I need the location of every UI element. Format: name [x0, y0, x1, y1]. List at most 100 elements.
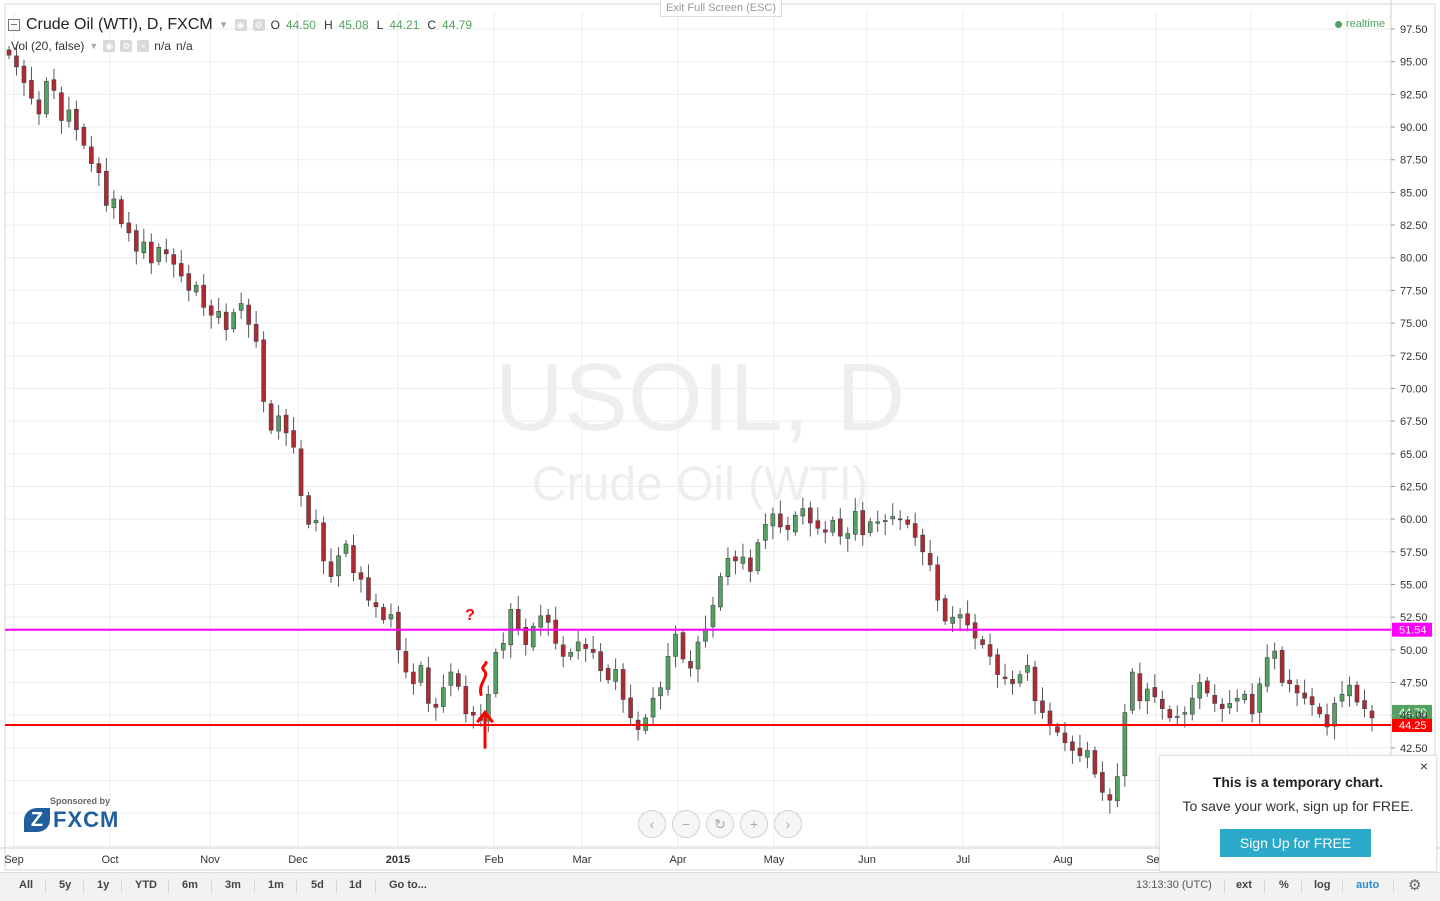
candle [1152, 687, 1158, 698]
candle [471, 711, 476, 716]
scroll-right-button[interactable]: › [774, 810, 802, 838]
candle [66, 109, 72, 122]
range-6m-button[interactable]: 6m [182, 879, 198, 891]
ext-button[interactable]: ext [1236, 879, 1252, 891]
low-value: 44.21 [389, 18, 420, 32]
candle [553, 619, 558, 644]
candle [1257, 683, 1262, 713]
candle [1077, 747, 1083, 756]
zoom-in-button[interactable]: + [740, 810, 768, 838]
close-icon[interactable]: × [137, 40, 150, 52]
candle [493, 652, 499, 694]
candle [59, 92, 64, 121]
candle [545, 614, 551, 623]
eye-icon[interactable]: ◉ [234, 19, 247, 31]
gear-icon[interactable]: ⚙ [120, 40, 133, 52]
range-1d-button[interactable]: 1d [349, 879, 362, 891]
candle [718, 576, 723, 608]
candle [448, 671, 454, 686]
percent-button[interactable]: % [1279, 879, 1289, 891]
candle [74, 108, 79, 130]
low-key: L [376, 18, 384, 32]
temporary-chart-popup: × This is a temporary chart. To save you… [1159, 755, 1437, 872]
candle [426, 667, 431, 704]
candle [1167, 709, 1173, 719]
y-axis-label: 45.00 [1400, 710, 1428, 722]
candle [860, 510, 866, 536]
zoom-out-button[interactable]: − [672, 810, 700, 838]
candle [456, 673, 461, 687]
goto-button[interactable]: Go to... [389, 879, 427, 891]
candle [995, 654, 1000, 675]
chevron-down-icon[interactable]: ▼ [218, 19, 229, 31]
candle [403, 651, 409, 673]
range-all-button[interactable]: All [19, 879, 34, 891]
candle [1100, 772, 1105, 793]
candle [29, 79, 34, 99]
symbol-title[interactable]: Crude Oil (WTI), D, FXCM [26, 16, 213, 33]
close-icon[interactable]: × [1419, 758, 1428, 774]
sponsor-logo[interactable]: Sponsored by Z FXCM [24, 796, 119, 833]
reset-button[interactable]: ↻ [706, 810, 734, 838]
range-5y-button[interactable]: 5y [59, 879, 72, 891]
candle [808, 507, 813, 524]
candle [1115, 776, 1120, 802]
high-value: 45.08 [338, 18, 369, 32]
volume-label[interactable]: Vol (20, false) [11, 39, 85, 53]
candle [875, 521, 881, 524]
range-1y-button[interactable]: 1y [97, 879, 110, 891]
candle [268, 403, 274, 431]
candle [178, 263, 184, 277]
y-axis-label: 62.50 [1400, 481, 1428, 493]
chevron-down-icon[interactable]: ▼ [89, 41, 99, 51]
candle [1317, 706, 1322, 715]
log-button[interactable]: log [1314, 879, 1331, 891]
watermark-symbol: USOIL, D [495, 344, 906, 451]
candle [1362, 700, 1367, 709]
utc-clock[interactable]: 13:13:30 (UTC) [1136, 879, 1212, 891]
candle [778, 513, 783, 528]
y-axis-label: 85.00 [1400, 187, 1428, 199]
candle [568, 652, 573, 657]
realtime-label: realtime [1346, 18, 1386, 30]
popup-text: To save your work, sign up for FREE. [1182, 798, 1414, 814]
range-ytd-button[interactable]: YTD [135, 879, 157, 891]
candle [336, 555, 341, 577]
divider [296, 879, 297, 893]
candle [605, 668, 611, 681]
candle [283, 414, 289, 434]
eye-icon[interactable]: ◉ [103, 40, 116, 52]
gear-icon[interactable]: ⚙ [252, 19, 265, 31]
candle [1309, 696, 1315, 706]
exit-fullscreen-button[interactable]: Exit Full Screen (ESC) [660, 0, 783, 17]
y-axis-label: 87.50 [1400, 155, 1428, 167]
candle [223, 311, 229, 330]
candle [770, 513, 776, 527]
candle [515, 609, 521, 630]
range-1m-button[interactable]: 1m [268, 879, 284, 891]
collapse-icon[interactable] [8, 19, 20, 31]
candle [186, 273, 192, 291]
scroll-left-button[interactable]: ‹ [638, 810, 666, 838]
x-axis-label: Nov [200, 854, 220, 866]
candle [538, 615, 544, 628]
candle [942, 598, 948, 622]
range-5d-button[interactable]: 5d [311, 879, 324, 891]
candle [830, 520, 836, 533]
candle [21, 65, 27, 83]
volume-legend: Vol (20, false) ▼ ◉ ⚙ × n/a n/a [11, 39, 193, 53]
squiggle-annotation [479, 661, 488, 696]
candle [163, 249, 169, 255]
range-3m-button[interactable]: 3m [225, 879, 241, 891]
gear-icon[interactable]: ⚙ [1408, 877, 1422, 894]
auto-button[interactable]: auto [1356, 879, 1380, 891]
sign-up-button[interactable]: Sign Up for FREE [1220, 829, 1371, 857]
divider [45, 879, 46, 893]
chart-navigation: ‹ − ↻ + › [638, 810, 802, 838]
candle [1287, 679, 1292, 685]
y-axis-label: 67.50 [1400, 416, 1428, 428]
candle [156, 246, 162, 262]
popup-title: This is a temporary chart. [1212, 774, 1384, 790]
candle [965, 613, 970, 626]
